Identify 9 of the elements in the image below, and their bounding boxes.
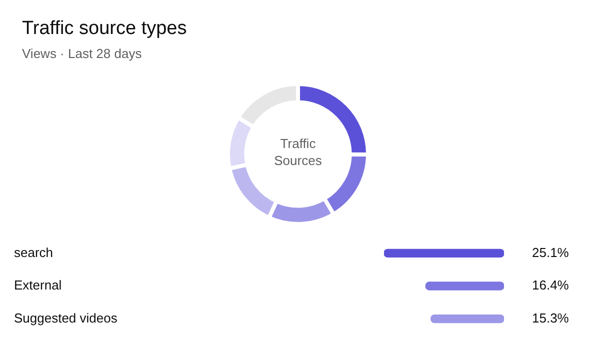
chart-title: Traffic source types	[22, 18, 187, 40]
y-tick-label: search	[14, 244, 54, 260]
y-tick-label: External	[14, 278, 62, 293]
y-tick-label: Suggested videos	[14, 310, 118, 326]
data-label: 15.3%	[532, 310, 570, 326]
text: Views · Last 28 days	[22, 46, 142, 61]
data-label: 25.1%	[532, 244, 570, 260]
data-label: 16.4%	[532, 278, 570, 293]
text: Traffic Sources	[273, 135, 323, 169]
